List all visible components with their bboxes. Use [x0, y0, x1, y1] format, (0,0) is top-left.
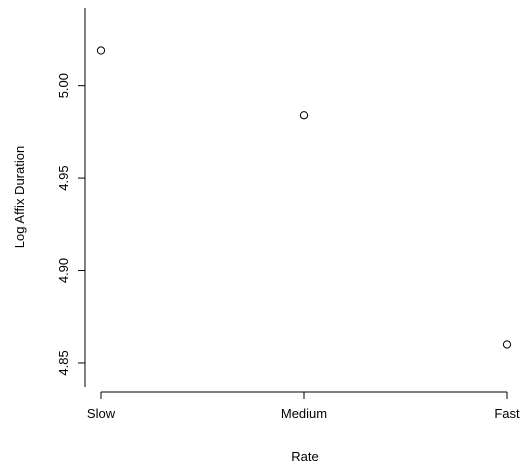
y-tick-label: 4.85 — [56, 350, 71, 375]
x-axis-label: Rate — [291, 449, 318, 464]
y-tick-label: 4.95 — [56, 165, 71, 190]
data-point-medium — [299, 111, 309, 120]
y-axis: 4.85 4.90 4.95 5.00 — [56, 8, 86, 387]
x-axis: Slow Medium Fast — [87, 391, 520, 421]
x-tick-label: Medium — [281, 406, 327, 421]
y-axis-label: Log Affix Duration — [12, 146, 27, 248]
x-tick-label: Fast — [494, 406, 520, 421]
y-tick-label: 5.00 — [56, 73, 71, 98]
data-point-fast — [502, 340, 512, 349]
data-points — [96, 46, 512, 349]
y-tick-label: 4.90 — [56, 258, 71, 283]
data-point-slow — [96, 46, 106, 55]
x-tick-label: Slow — [87, 406, 116, 421]
